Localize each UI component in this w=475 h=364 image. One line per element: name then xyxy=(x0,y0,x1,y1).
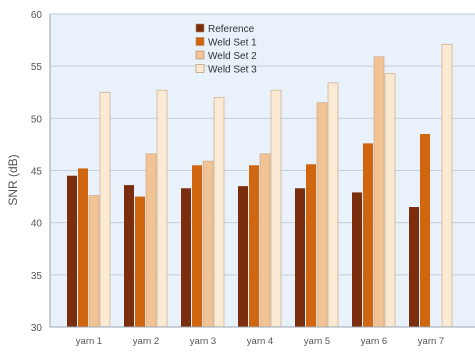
bar-yarn-5-weld-set-1 xyxy=(306,164,316,327)
x-tick-label: yarn 3 xyxy=(190,336,216,347)
bars xyxy=(67,43,453,328)
legend-swatch xyxy=(195,23,205,33)
bar-yarn-2-weld-set-3 xyxy=(156,89,168,328)
bar-yarn-1-weld-set-2 xyxy=(88,195,100,328)
x-tick-label: yarn 7 xyxy=(418,336,444,347)
legend-swatch xyxy=(195,37,205,46)
legend-label: Reference xyxy=(208,24,255,35)
bar-yarn-3-weld-set-1 xyxy=(192,165,202,327)
legend-label: Weld Set 1 xyxy=(208,38,257,49)
legend-swatch xyxy=(195,64,205,73)
y-axis-title: SNR (dB) xyxy=(6,154,20,205)
bar-yarn-3-weld-set-3 xyxy=(213,97,225,328)
bar-yarn-4-weld-set-1 xyxy=(249,165,259,327)
y-tick-label: 55 xyxy=(31,62,43,73)
bar-yarn-2-reference xyxy=(124,185,134,327)
bar-yarn-5-weld-set-3 xyxy=(327,82,339,328)
bar-yarn-7-weld-set-1 xyxy=(420,133,430,327)
x-tick-label: yarn 1 xyxy=(76,336,102,347)
bar-yarn-2-weld-set-2 xyxy=(145,153,157,328)
y-tick-label: 35 xyxy=(31,271,43,282)
bar-yarn-6-weld-set-3 xyxy=(384,73,396,328)
bar-yarn-6-weld-set-1 xyxy=(363,143,373,327)
bar-yarn-7-weld-set-3 xyxy=(441,43,453,328)
bar-yarn-5-weld-set-2 xyxy=(316,102,328,328)
x-tick-label: yarn 4 xyxy=(247,336,273,347)
bar-yarn-4-reference xyxy=(238,186,248,327)
x-tick-label: yarn 2 xyxy=(133,336,159,347)
legend-label: Weld Set 3 xyxy=(208,65,257,76)
bar-yarn-1-reference xyxy=(67,175,77,327)
legend-swatch xyxy=(195,50,205,60)
y-tick-label: 60 xyxy=(31,10,43,21)
bar-yarn-6-weld-set-2 xyxy=(373,56,385,328)
y-tick-label: 50 xyxy=(31,114,43,125)
legend-label: Weld Set 2 xyxy=(208,51,257,62)
bar-yarn-3-weld-set-2 xyxy=(202,160,214,328)
bar-yarn-2-weld-set-1 xyxy=(135,196,145,327)
y-tick-label: 45 xyxy=(31,167,43,178)
legend: Reference Weld Set 1 Weld Set 2 Weld Set 3 xyxy=(195,23,257,76)
x-tick-label: yarn 6 xyxy=(361,336,387,347)
bar-yarn-1-weld-set-3 xyxy=(99,91,111,328)
bar-yarn-4-weld-set-3 xyxy=(270,89,282,328)
axes: 30 35 40 45 50 55 60 yarn 1 yarn 2 yarn 3 yarn 4 ya… xyxy=(31,10,475,347)
y-tick-label: 30 xyxy=(31,323,43,334)
bar-yarn-1-weld-set-1 xyxy=(78,168,88,327)
y-tick-label: 40 xyxy=(31,219,43,230)
bar-yarn-6-reference xyxy=(352,192,362,327)
bar-yarn-7-reference xyxy=(409,207,419,327)
bar-yarn-5-reference xyxy=(295,188,305,327)
bar-yarn-3-reference xyxy=(181,188,191,327)
bar-yarn-4-weld-set-2 xyxy=(259,153,271,328)
x-tick-label: yarn 5 xyxy=(304,336,330,347)
